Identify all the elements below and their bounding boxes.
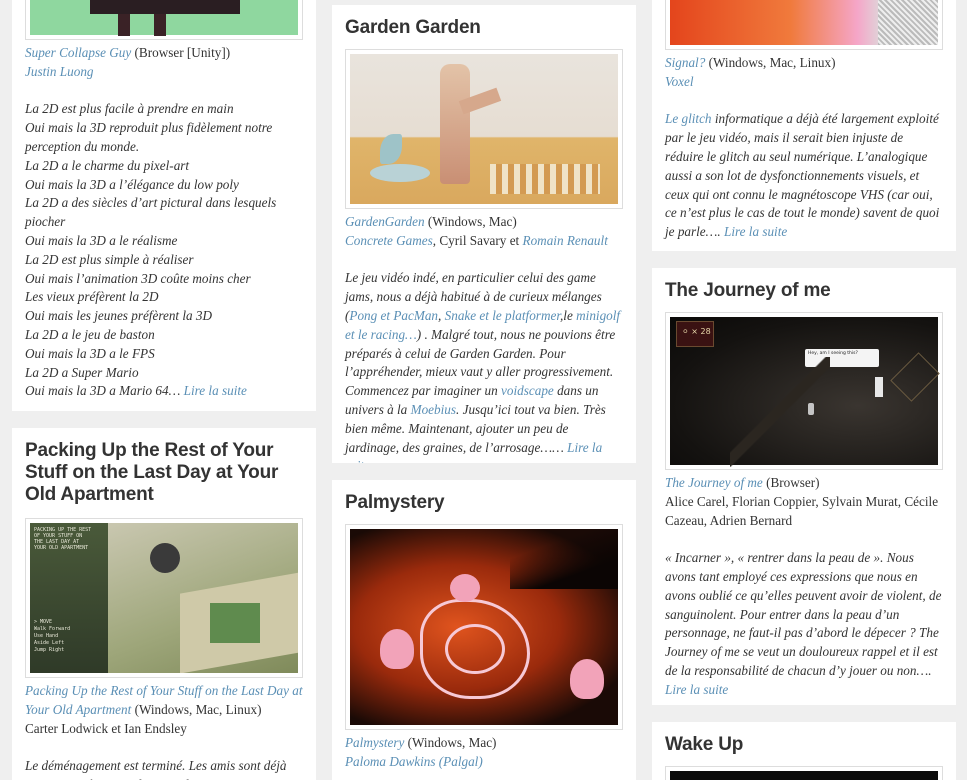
game-link[interactable]: Packing Up the Rest of Your Stuff on the… — [25, 683, 303, 717]
post-title[interactable]: Packing Up the Rest of Your Stuff on the… — [25, 440, 279, 505]
game-screenshot — [350, 529, 618, 725]
post-card-packing-up: Packing Up the Rest of Your Stuff on the… — [12, 428, 316, 780]
post-meta: Packing Up the Rest of Your Stuff on the… — [25, 682, 303, 738]
post-meta: Palmystery (Windows, Mac) Paloma Dawkins… — [345, 734, 623, 772]
post-card-garden-garden: Garden Garden GardenGarden (Windows, Mac… — [332, 5, 636, 463]
hud-counter: 28 — [700, 327, 711, 336]
post-title[interactable]: Wake Up — [665, 734, 744, 755]
post-meta: Super Collapse Guy (Browser [Unity]) Jus… — [25, 44, 303, 82]
post-excerpt: Le déménagement est terminé. Les amis so… — [25, 758, 287, 780]
game-link[interactable]: Signal? — [665, 55, 706, 70]
post-thumbnail[interactable] — [345, 49, 623, 209]
post-meta: Signal? (Windows, Mac, Linux) Voxel — [665, 54, 943, 92]
game-screenshot — [670, 0, 938, 45]
link-pong-pacman[interactable]: Pong et PacMan — [349, 307, 439, 323]
post-excerpt: La 2D est plus facile à prendre en main … — [25, 101, 277, 399]
link-voidscape[interactable]: voidscape — [501, 383, 554, 399]
platform-label: (Windows, Mac) — [404, 735, 497, 750]
authors: Alice Carel, Florian Coppier, Sylvain Mu… — [665, 493, 939, 528]
platform-label: (Browser) — [762, 475, 820, 490]
game-screenshot: ⚪ × 28 Hey, am I seeing this? — [670, 317, 940, 467]
post-excerpt: Le jeu vidéo indé, en particulier celui … — [345, 269, 623, 463]
author-link[interactable]: Justin Luong — [25, 63, 94, 79]
author-link[interactable]: Paloma Dawkins (Palgal) — [345, 753, 483, 769]
post-meta: GardenGarden (Windows, Mac) Concrete Gam… — [345, 214, 608, 248]
platform-label: (Windows, Mac, Linux) — [131, 701, 262, 717]
read-more-link[interactable]: Lire la suite — [183, 383, 247, 399]
post-title[interactable]: Garden Garden — [345, 17, 481, 38]
post-card-signal: Signal? (Windows, Mac, Linux) Voxel Le g… — [652, 0, 956, 251]
post-meta: The Journey of me (Browser) Alice Carel,… — [665, 474, 943, 530]
post-card-palmystery: Palmystery Palmystery (Windows, Mac) Pal… — [332, 480, 636, 780]
read-more-link[interactable]: Lire la suite — [345, 439, 603, 463]
post-thumbnail[interactable] — [665, 766, 943, 780]
game-link[interactable]: The Journey of me — [665, 475, 763, 490]
post-card-wake-up: Wake Up — [652, 722, 956, 780]
link-minigolf-racing[interactable]: minigolf et le racing… — [345, 307, 621, 342]
read-more-link[interactable]: Lire la suite — [723, 224, 788, 240]
game-link[interactable]: GardenGarden — [345, 214, 425, 229]
post-card-journey-of-me: The Journey of me ⚪ × 28 Hey, am I seein… — [652, 268, 956, 705]
author-link[interactable]: Romain Renault — [522, 232, 608, 248]
read-more-link[interactable]: Lire la suite — [665, 681, 729, 697]
platform-label: (Windows, Mac) — [424, 214, 517, 229]
platform-label: (Windows, Mac, Linux) — [705, 55, 836, 70]
post-thumbnail[interactable] — [25, 0, 303, 40]
post-thumbnail[interactable]: PACKING UP THE REST OF YOUR STUFF ON THE… — [25, 518, 303, 678]
post-thumbnail[interactable]: ⚪ × 28 Hey, am I seeing this? — [665, 312, 943, 470]
game-link[interactable]: Palmystery — [345, 735, 405, 750]
link-moebius[interactable]: Moebius — [410, 401, 456, 417]
game-screenshot — [350, 54, 618, 204]
post-excerpt: « Incarner », « rentrer dans la peau de … — [665, 550, 942, 697]
game-screenshot: PACKING UP THE REST OF YOUR STUFF ON THE… — [30, 523, 298, 673]
post-thumbnail[interactable] — [345, 524, 623, 730]
authors: Carter Lodwick et Ian Endsley — [25, 720, 187, 736]
author-link[interactable]: Voxel — [665, 73, 694, 89]
studio-link[interactable]: Concrete Games — [345, 232, 433, 248]
post-title[interactable]: The Journey of me — [665, 280, 831, 301]
post-card-super-collapse-guy: Super Collapse Guy (Browser [Unity]) Jus… — [12, 0, 316, 411]
post-title[interactable]: Palmystery — [345, 492, 445, 513]
game-link[interactable]: Super Collapse Guy — [25, 45, 132, 60]
platform-label: (Browser [Unity]) — [131, 45, 231, 60]
link-snake-platformer[interactable]: Snake et le platformer — [444, 307, 560, 323]
post-thumbnail[interactable] — [665, 0, 943, 50]
game-screenshot — [30, 0, 298, 36]
post-excerpt: Le glitch informatique a déjà été largem… — [665, 111, 940, 240]
game-screenshot — [670, 771, 938, 780]
link-le-glitch[interactable]: Le glitch — [665, 111, 712, 127]
